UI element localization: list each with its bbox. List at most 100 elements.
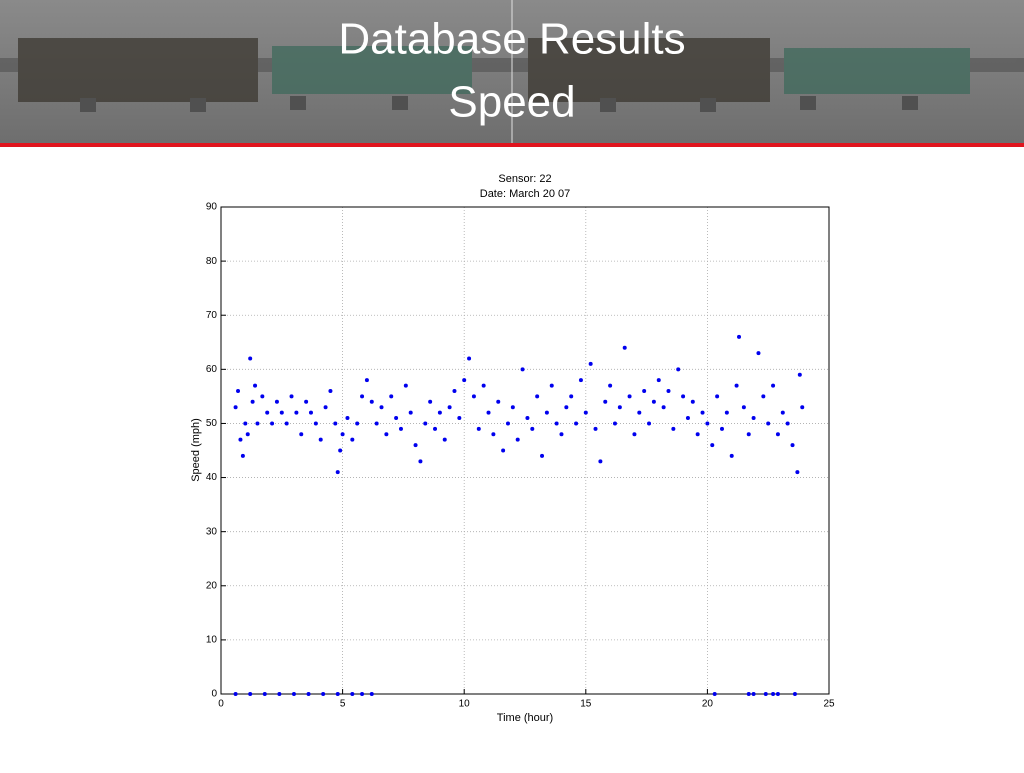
point	[457, 416, 462, 421]
point	[661, 405, 666, 410]
y-tick-label: 80	[206, 256, 218, 267]
point	[603, 399, 608, 404]
point	[525, 416, 530, 421]
point	[671, 426, 676, 431]
point	[593, 426, 598, 431]
point	[369, 692, 374, 696]
point	[800, 405, 805, 410]
point	[761, 394, 766, 399]
x-tick-label: 20	[702, 699, 714, 710]
point	[403, 383, 408, 388]
point	[705, 421, 710, 426]
point	[780, 410, 785, 415]
point	[369, 399, 374, 404]
point	[637, 410, 642, 415]
point	[617, 405, 622, 410]
point	[530, 426, 535, 431]
point	[734, 383, 739, 388]
point	[520, 367, 525, 372]
y-tick-label: 70	[206, 310, 218, 321]
point	[737, 334, 742, 339]
point	[335, 470, 340, 475]
point	[274, 399, 279, 404]
point	[335, 692, 340, 696]
point	[785, 421, 790, 426]
point	[360, 394, 365, 399]
point	[428, 399, 433, 404]
point	[715, 394, 720, 399]
point	[245, 432, 250, 437]
point	[284, 421, 289, 426]
y-tick-label: 10	[206, 635, 218, 646]
sign-photo	[0, 38, 1024, 112]
x-tick-label: 0	[218, 699, 224, 710]
point	[248, 356, 253, 361]
point	[255, 421, 260, 426]
point	[270, 421, 275, 426]
x-tick-label: 15	[580, 699, 592, 710]
point	[299, 432, 304, 437]
point	[289, 394, 294, 399]
point	[238, 437, 243, 442]
y-tick-label: 90	[206, 202, 218, 213]
point	[496, 399, 501, 404]
point	[321, 692, 326, 696]
point	[756, 351, 761, 356]
point	[795, 470, 800, 475]
point	[647, 421, 652, 426]
point	[467, 356, 472, 361]
point	[771, 692, 776, 696]
y-tick-label: 20	[206, 580, 218, 591]
point	[535, 394, 540, 399]
point	[491, 432, 496, 437]
point	[544, 410, 549, 415]
point	[462, 378, 467, 383]
point	[797, 372, 802, 377]
point	[771, 383, 776, 388]
point	[442, 437, 447, 442]
plot-area	[221, 207, 829, 694]
point	[790, 443, 795, 448]
point	[433, 426, 438, 431]
y-tick-label: 0	[211, 689, 217, 700]
point	[323, 405, 328, 410]
x-tick-label: 5	[340, 699, 346, 710]
point	[233, 405, 238, 410]
point	[540, 453, 545, 458]
point	[277, 692, 282, 696]
y-axis-label: Speed (mph)	[190, 418, 202, 482]
chart-title: Sensor: 22	[498, 173, 551, 185]
point	[632, 432, 637, 437]
point	[260, 394, 265, 399]
point	[751, 416, 756, 421]
point	[313, 421, 318, 426]
point	[724, 410, 729, 415]
x-tick-label: 25	[823, 699, 835, 710]
x-axis-label: Time (hour)	[497, 712, 553, 724]
point	[685, 416, 690, 421]
point	[481, 383, 486, 388]
point	[233, 692, 238, 696]
point	[253, 383, 258, 388]
point	[384, 432, 389, 437]
point	[408, 410, 413, 415]
point	[700, 410, 705, 415]
point	[554, 421, 559, 426]
point	[766, 421, 771, 426]
point	[294, 410, 299, 415]
point	[569, 394, 574, 399]
point	[574, 421, 579, 426]
point	[279, 410, 284, 415]
point	[265, 410, 270, 415]
point	[364, 378, 369, 383]
point	[248, 692, 253, 696]
point	[423, 421, 428, 426]
point	[588, 361, 593, 366]
point	[549, 383, 554, 388]
chart-title: Date: March 20 07	[480, 188, 571, 200]
point	[775, 432, 780, 437]
point	[719, 426, 724, 431]
point	[379, 405, 384, 410]
